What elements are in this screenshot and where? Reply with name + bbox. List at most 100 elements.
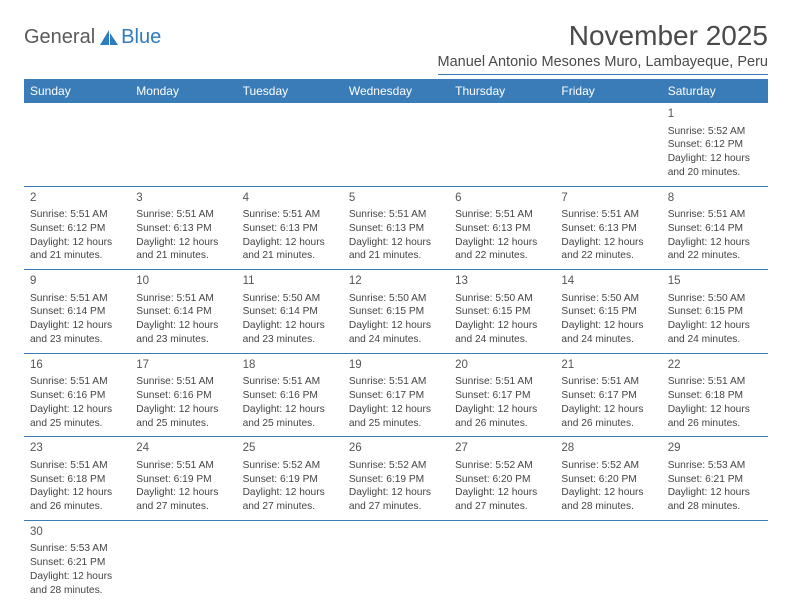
daylight-line: Daylight: 12 hours and 21 minutes. [243,236,337,264]
empty-cell [555,520,661,603]
day-number: 28 [561,441,655,457]
day-cell: 1Sunrise: 5:52 AMSunset: 6:12 PMDaylight… [662,103,768,186]
daylight-line: Daylight: 12 hours and 28 minutes. [668,486,762,514]
day-cell: 11Sunrise: 5:50 AMSunset: 6:14 PMDayligh… [237,270,343,354]
daylight-line: Daylight: 12 hours and 20 minutes. [668,152,762,180]
day-cell: 27Sunrise: 5:52 AMSunset: 6:20 PMDayligh… [449,437,555,521]
day-cell: 6Sunrise: 5:51 AMSunset: 6:13 PMDaylight… [449,186,555,270]
day-cell: 28Sunrise: 5:52 AMSunset: 6:20 PMDayligh… [555,437,661,521]
day-cell: 14Sunrise: 5:50 AMSunset: 6:15 PMDayligh… [555,270,661,354]
day-cell: 17Sunrise: 5:51 AMSunset: 6:16 PMDayligh… [130,353,236,437]
sunrise-line: Sunrise: 5:51 AM [668,375,762,389]
day-cell: 10Sunrise: 5:51 AMSunset: 6:14 PMDayligh… [130,270,236,354]
sunset-line: Sunset: 6:18 PM [30,473,124,487]
day-cell: 19Sunrise: 5:51 AMSunset: 6:17 PMDayligh… [343,353,449,437]
day-number: 8 [668,191,762,207]
day-number: 4 [243,191,337,207]
day-number: 20 [455,358,549,374]
day-number: 11 [243,274,337,290]
sunset-line: Sunset: 6:16 PM [243,389,337,403]
day-cell: 15Sunrise: 5:50 AMSunset: 6:15 PMDayligh… [662,270,768,354]
sunset-line: Sunset: 6:21 PM [30,556,124,570]
calendar-row: 2Sunrise: 5:51 AMSunset: 6:12 PMDaylight… [24,186,768,270]
day-number: 13 [455,274,549,290]
empty-cell [343,103,449,186]
sunset-line: Sunset: 6:16 PM [30,389,124,403]
day-number: 5 [349,191,443,207]
sunset-line: Sunset: 6:17 PM [349,389,443,403]
sunrise-line: Sunrise: 5:51 AM [455,375,549,389]
sunset-line: Sunset: 6:19 PM [136,473,230,487]
day-cell: 24Sunrise: 5:51 AMSunset: 6:19 PMDayligh… [130,437,236,521]
daylight-line: Daylight: 12 hours and 26 minutes. [668,403,762,431]
sunset-line: Sunset: 6:15 PM [455,305,549,319]
day-cell: 8Sunrise: 5:51 AMSunset: 6:14 PMDaylight… [662,186,768,270]
logo-text-1: General [24,26,95,49]
sunrise-line: Sunrise: 5:51 AM [349,208,443,222]
calendar-row: 23 Sunrise: 5:51 AM Sunset: 6:18 PM Dayligh… [24,437,768,521]
sunset-line: Sunset: 6:21 PM [668,473,762,487]
sunrise-line: Sunrise: 5:50 AM [243,292,337,306]
day-cell: 7Sunrise: 5:51 AMSunset: 6:13 PMDaylight… [555,186,661,270]
sunrise-line: Sunrise: 5:51 AM [243,375,337,389]
weekday-header: Thursday [449,79,555,103]
empty-cell [237,103,343,186]
day-number: 3 [136,191,230,207]
daylight-line: Daylight: 12 hours and 27 minutes. [136,486,230,514]
sunset-line: Sunset: 6:12 PM [30,222,124,236]
day-number: 10 [136,274,230,290]
day-cell: 4Sunrise: 5:51 AMSunset: 6:13 PMDaylight… [237,186,343,270]
sunset-line: Sunset: 6:12 PM [668,138,762,152]
day-cell: 26Sunrise: 5:52 AMSunset: 6:19 PMDayligh… [343,437,449,521]
calendar-table: SundayMondayTuesdayWednesdayThursdayFrid… [24,79,768,603]
day-cell: 16Sunrise: 5:51 AMSunset: 6:16 PMDayligh… [24,353,130,437]
sunrise-line: Sunrise: 5:51 AM [136,459,230,473]
calendar-row: 9Sunrise: 5:51 AMSunset: 6:14 PMDaylight… [24,270,768,354]
daylight-line: Daylight: 12 hours and 21 minutes. [136,236,230,264]
sunrise-line: Sunrise: 5:52 AM [349,459,443,473]
day-cell: 30Sunrise: 5:53 AMSunset: 6:21 PMDayligh… [24,520,130,603]
daylight-line: Daylight: 12 hours and 25 minutes. [136,403,230,431]
logo: General Blue [24,20,161,49]
daylight-line: Daylight: 12 hours and 28 minutes. [30,570,124,598]
empty-cell [555,103,661,186]
day-cell: 12Sunrise: 5:50 AMSunset: 6:15 PMDayligh… [343,270,449,354]
day-number: 30 [30,525,124,541]
sunrise-line: Sunrise: 5:50 AM [561,292,655,306]
day-number: 27 [455,441,549,457]
day-number: 17 [136,358,230,374]
sunrise-line: Sunrise: 5:51 AM [455,208,549,222]
sunrise-line: Sunrise: 5:51 AM [136,208,230,222]
day-number: 23 [30,441,124,457]
day-cell: 13Sunrise: 5:50 AMSunset: 6:15 PMDayligh… [449,270,555,354]
sunset-line: Sunset: 6:20 PM [455,473,549,487]
weekday-header: Saturday [662,79,768,103]
daylight-line: Daylight: 12 hours and 28 minutes. [561,486,655,514]
day-cell: 29Sunrise: 5:53 AMSunset: 6:21 PMDayligh… [662,437,768,521]
logo-sail-icon [99,29,119,47]
daylight-line: Daylight: 12 hours and 24 minutes. [561,319,655,347]
empty-cell [130,103,236,186]
empty-cell [343,520,449,603]
sunset-line: Sunset: 6:13 PM [243,222,337,236]
daylight-line: Daylight: 12 hours and 21 minutes. [349,236,443,264]
day-number: 12 [349,274,443,290]
day-number: 22 [668,358,762,374]
empty-cell [130,520,236,603]
daylight-line: Daylight: 12 hours and 27 minutes. [349,486,443,514]
calendar-body: 1Sunrise: 5:52 AMSunset: 6:12 PMDaylight… [24,103,768,603]
day-cell: 9Sunrise: 5:51 AMSunset: 6:14 PMDaylight… [24,270,130,354]
sunset-line: Sunset: 6:14 PM [136,305,230,319]
sunrise-line: Sunrise: 5:51 AM [136,292,230,306]
day-number: 14 [561,274,655,290]
sunrise-line: Sunrise: 5:51 AM [561,208,655,222]
day-number: 18 [243,358,337,374]
daylight-line: Daylight: 12 hours and 22 minutes. [455,236,549,264]
day-number: 26 [349,441,443,457]
sunrise-line: Sunrise: 5:51 AM [349,375,443,389]
day-cell: 22Sunrise: 5:51 AMSunset: 6:18 PMDayligh… [662,353,768,437]
sunrise-line: Sunrise: 5:53 AM [668,459,762,473]
empty-cell [237,520,343,603]
sunset-line: Sunset: 6:16 PM [136,389,230,403]
daylight-line: Daylight: 12 hours and 24 minutes. [349,319,443,347]
